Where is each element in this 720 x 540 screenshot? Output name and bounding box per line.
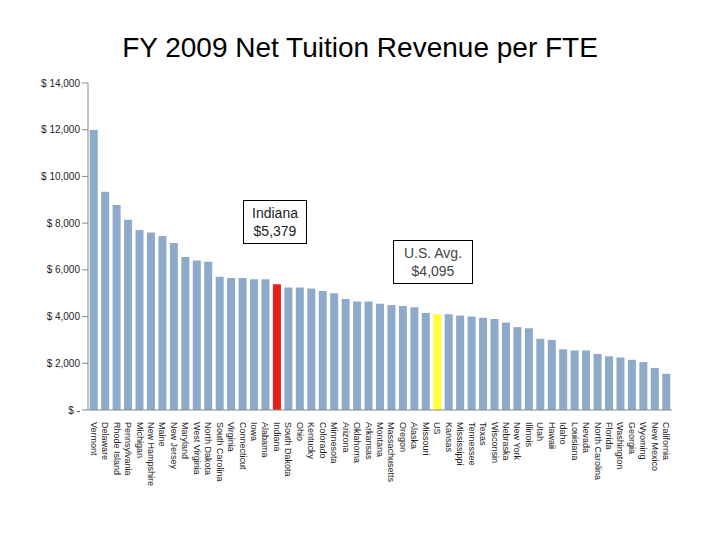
svg-text:Washington: Washington — [615, 422, 625, 469]
svg-text:$ 2,000: $ 2,000 — [47, 358, 81, 369]
svg-text:Montana: Montana — [375, 422, 385, 457]
svg-text:$ 6,000: $ 6,000 — [47, 264, 81, 275]
svg-text:Pennsylvania: Pennsylvania — [123, 422, 133, 476]
svg-text:California: California — [661, 422, 671, 460]
svg-text:Nebraska: Nebraska — [501, 422, 511, 461]
svg-text:Utah: Utah — [535, 422, 545, 441]
svg-text:New York: New York — [512, 422, 522, 461]
svg-text:Oregon: Oregon — [398, 422, 408, 452]
svg-text:West Virginia: West Virginia — [192, 422, 202, 475]
svg-text:$ 4,000: $ 4,000 — [47, 311, 81, 322]
svg-text:Oklahoma: Oklahoma — [352, 422, 362, 463]
svg-text:Florida: Florida — [604, 422, 614, 450]
svg-text:Arizona: Arizona — [341, 422, 351, 453]
svg-text:Massachusetts: Massachusetts — [386, 422, 396, 483]
svg-text:Illinois: Illinois — [524, 422, 534, 448]
svg-text:Indiana: Indiana — [272, 422, 282, 452]
html-text:U.S. Avg.: U.S. Avg. — [403, 245, 462, 261]
svg-text:Wisconsin: Wisconsin — [490, 422, 500, 463]
svg-text:New Jersey: New Jersey — [169, 422, 179, 470]
svg-text:Minnesota: Minnesota — [329, 422, 339, 464]
svg-text:North Dakota: North Dakota — [203, 422, 213, 475]
svg-text:Georgia: Georgia — [627, 422, 637, 454]
svg-text:$ 8,000: $ 8,000 — [47, 218, 81, 229]
svg-text:Delaware: Delaware — [100, 422, 110, 460]
svg-text:Missouri: Missouri — [421, 422, 431, 456]
svg-text:Louisiana: Louisiana — [570, 422, 580, 461]
svg-text:Ohio: Ohio — [295, 422, 305, 441]
svg-text:Connecticut: Connecticut — [238, 422, 248, 470]
svg-text:Maine: Maine — [157, 422, 167, 447]
svg-text:Arkansas: Arkansas — [364, 422, 374, 460]
svg-text:Mississippi: Mississippi — [455, 422, 465, 466]
svg-text:Texas: Texas — [478, 422, 488, 446]
svg-text:New Mexico: New Mexico — [650, 422, 660, 471]
html-text:$4,095: $4,095 — [411, 263, 455, 279]
svg-text:Alabama: Alabama — [260, 422, 270, 458]
svg-text:Virginia: Virginia — [226, 422, 236, 452]
html-text:FY 2009 Net Tuition Revenue pe: FY 2009 Net Tuition Revenue per FTE — [122, 32, 598, 63]
svg-text:Alaska: Alaska — [409, 422, 419, 449]
svg-text:Idaho: Idaho — [558, 422, 568, 445]
svg-text:North Carolina: North Carolina — [593, 422, 603, 480]
svg-text:Tennessee: Tennessee — [467, 422, 477, 466]
html-text:Indiana: Indiana — [252, 205, 298, 221]
svg-text:Nevada: Nevada — [581, 422, 591, 453]
svg-text:Iowa: Iowa — [249, 422, 259, 441]
svg-text:Michigan: Michigan — [135, 422, 145, 458]
svg-text:Kentucky: Kentucky — [306, 422, 316, 460]
html-text:$5,379: $5,379 — [253, 223, 297, 239]
svg-text:New Hampshire: New Hampshire — [146, 422, 156, 486]
svg-text:$ -: $ - — [68, 405, 80, 416]
svg-text:South Dakota: South Dakota — [283, 422, 293, 477]
svg-text:$ 12,000: $ 12,000 — [41, 124, 80, 135]
svg-text:Colorado: Colorado — [318, 422, 328, 459]
svg-text:South Carolina: South Carolina — [215, 422, 225, 482]
svg-text:$ 14,000: $ 14,000 — [41, 78, 80, 89]
svg-text:Rhode Island: Rhode Island — [112, 422, 122, 475]
svg-text:$ 10,000: $ 10,000 — [41, 171, 80, 182]
svg-text:Maryland: Maryland — [180, 422, 190, 459]
svg-text:Hawaii: Hawaii — [547, 422, 557, 449]
svg-text:US: US — [432, 422, 442, 435]
svg-text:Wyoming: Wyoming — [638, 422, 648, 459]
svg-text:Kansas: Kansas — [444, 422, 454, 453]
svg-text:Vermont: Vermont — [89, 422, 99, 456]
